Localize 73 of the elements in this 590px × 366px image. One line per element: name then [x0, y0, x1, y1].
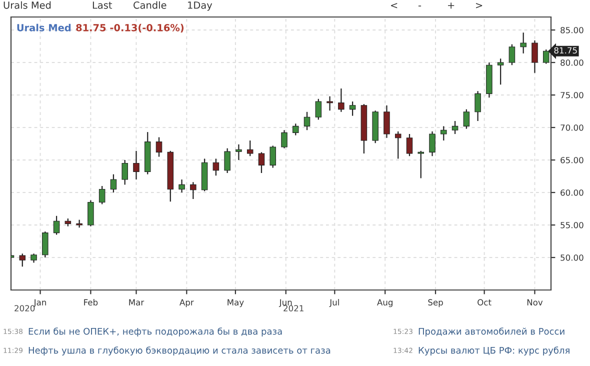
x-tick-label: Jan: [33, 299, 46, 308]
candlestick: [338, 88, 344, 112]
y-tick-label: 55.00: [560, 222, 584, 228]
candlestick: [246, 140, 254, 157]
y-tick-label: 75.00: [560, 92, 584, 98]
candlestick: [292, 123, 299, 136]
text: Если бы не ОПЕК+, нефть подорожала бы в два раза: [28, 328, 282, 336]
candlestick: [224, 148, 230, 174]
candlestick: [474, 90, 481, 122]
candlestick: [270, 145, 276, 168]
candlestick: [497, 58, 504, 86]
y-tick-label: 65.00: [560, 156, 584, 164]
candlestick: [440, 126, 447, 142]
candlestick: [520, 32, 526, 54]
candlestick: [429, 130, 436, 157]
candlestick: [98, 185, 106, 205]
candlestick: [258, 152, 265, 174]
x-tick-label: Nov: [527, 299, 543, 306]
candlestick: [178, 178, 185, 194]
candlestick: [236, 144, 242, 161]
candlestick: [42, 230, 48, 258]
candlestick: [110, 174, 117, 194]
annotation: 81.75: [554, 47, 577, 54]
y-tick-label: 85.00: [560, 26, 584, 34]
text: Продажи автомобилей в Росси: [418, 328, 564, 336]
candlestick: [190, 182, 196, 200]
candlestick: [315, 98, 322, 120]
text: Urals Med: [17, 24, 71, 32]
text: Candle: [134, 1, 166, 9]
text: 2020: [14, 305, 35, 312]
text: >: [476, 3, 482, 8]
x-tick-label: Jun: [278, 299, 292, 308]
candlestick: [212, 158, 220, 176]
y-tick-label: 60.00: [560, 189, 584, 196]
candlestick: [281, 130, 288, 149]
candlestick: [19, 253, 26, 268]
candlestick: [463, 108, 470, 130]
text: 2021: [284, 305, 304, 312]
x-tick-label: Mar: [129, 299, 144, 306]
x-tick-label: Sep: [428, 299, 443, 308]
candlestick: [349, 100, 356, 116]
x-tick-label: May: [228, 299, 244, 308]
candlestick: [418, 150, 424, 179]
candlestick: [384, 104, 390, 138]
text: <: [391, 3, 398, 8]
text: Нефть ушла в глубокую бэквордацию и стала зависеть от газа: [28, 346, 330, 356]
candlestick: [304, 111, 310, 131]
candlestick: [532, 40, 538, 74]
candlestick: [156, 136, 162, 158]
x-tick-label: Feb: [84, 299, 98, 306]
text: +: [448, 2, 454, 9]
text: 1Day: [188, 2, 212, 11]
candlestick: [394, 130, 402, 160]
text: 81.75 -0.13(-0.16%): [76, 24, 184, 32]
y-tick-label: 80.00: [560, 59, 584, 66]
x-tick-label: Jul: [329, 299, 339, 308]
text: Курсы валют ЦБ РФ: курс рубля: [418, 346, 570, 356]
x-tick-label: Aug: [377, 299, 392, 308]
candlestick: [53, 215, 60, 236]
text: Urals Med: [4, 1, 51, 9]
y-tick-label: 50.00: [560, 254, 584, 261]
candlestick: [133, 150, 140, 180]
candlestick: [122, 159, 128, 186]
y-tick-label: 70.00: [560, 124, 584, 131]
x-tick-label: Oct: [478, 299, 492, 306]
candlestick: [508, 44, 516, 66]
candlestick: [452, 120, 458, 135]
x-tick-label: Apr: [180, 299, 194, 308]
candlestick: [406, 133, 413, 157]
candlestick: [30, 253, 37, 264]
candlestick: [88, 200, 94, 227]
text: Last: [92, 2, 112, 9]
candlestick: [326, 96, 333, 112]
